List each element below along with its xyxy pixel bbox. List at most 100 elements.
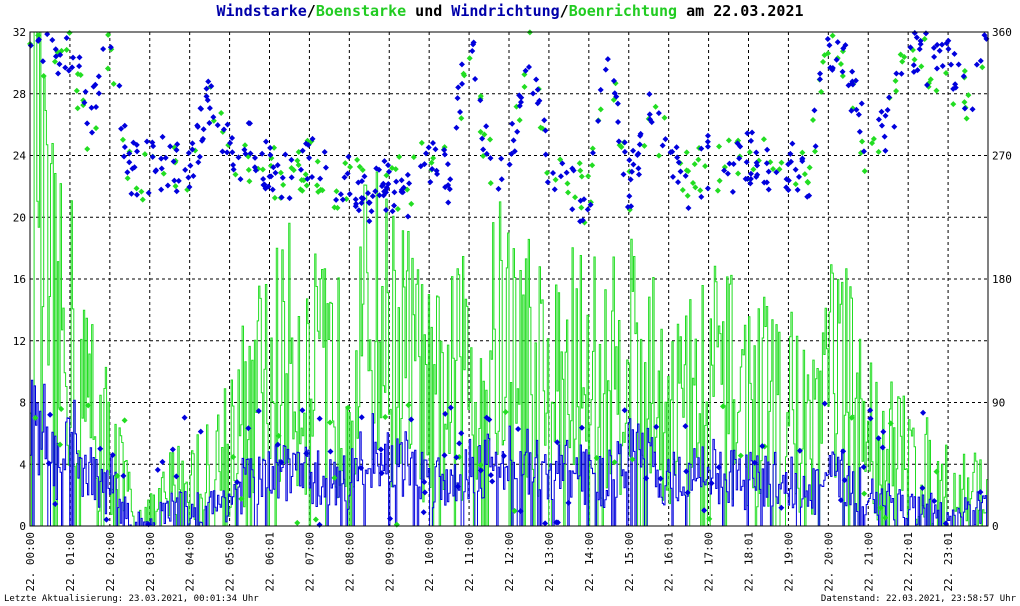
gust-direction-point bbox=[589, 145, 596, 152]
wind-direction-point bbox=[224, 149, 231, 156]
wind-direction-point bbox=[327, 448, 334, 455]
wind-direction-point bbox=[84, 120, 91, 127]
wind-direction-point bbox=[920, 409, 927, 416]
gust-direction-point bbox=[139, 196, 146, 203]
gust-direction-point bbox=[578, 173, 585, 180]
wind-direction-point bbox=[736, 155, 743, 162]
wind-direction-point bbox=[265, 183, 272, 190]
x-tick-label: 22. 13:00 bbox=[543, 532, 556, 592]
wind-direction-point bbox=[459, 80, 466, 87]
gust-direction-point bbox=[716, 177, 723, 184]
wind-direction-point bbox=[569, 206, 576, 213]
wind-direction-point bbox=[170, 158, 177, 165]
wind-line bbox=[30, 379, 988, 527]
wind-direction-point bbox=[509, 120, 516, 127]
gust-direction-point bbox=[487, 180, 494, 187]
gust-direction-point bbox=[430, 155, 437, 162]
wind-direction-point bbox=[628, 168, 635, 175]
gust-direction-point bbox=[882, 514, 889, 521]
wind-direction-point bbox=[483, 414, 490, 421]
y-left-tick-label: 16 bbox=[13, 273, 26, 286]
wind-direction-point bbox=[747, 170, 754, 177]
wind-direction-point bbox=[952, 84, 959, 91]
wind-direction-point bbox=[675, 179, 682, 186]
wind-direction-point bbox=[164, 182, 171, 189]
wind-direction-point bbox=[880, 428, 887, 435]
wind-direction-point bbox=[708, 480, 715, 487]
wind-direction-point bbox=[577, 218, 584, 225]
wind-direction-point bbox=[637, 132, 644, 139]
wind-direction-point bbox=[544, 179, 551, 186]
gust-direction-point bbox=[58, 406, 65, 413]
wind-direction-point bbox=[274, 441, 281, 448]
y-right-tick-label: 90 bbox=[992, 397, 1005, 410]
wind-direction-point bbox=[279, 174, 286, 181]
wind-direction-point bbox=[508, 150, 515, 157]
wind-direction-point bbox=[826, 42, 833, 49]
wind-direction-point bbox=[145, 189, 152, 196]
wind-direction-point bbox=[620, 171, 627, 178]
wind-direction-point bbox=[309, 135, 316, 142]
wind-direction-point bbox=[704, 132, 711, 139]
wind-direction-point bbox=[421, 478, 428, 485]
wind-direction-point bbox=[747, 175, 754, 182]
gust-direction-point bbox=[818, 88, 825, 95]
gust-direction-point bbox=[74, 105, 81, 112]
wind-direction-point bbox=[891, 123, 898, 130]
wind-direction-point bbox=[174, 141, 181, 148]
wind-direction-point bbox=[685, 204, 692, 211]
wind-direction-point bbox=[930, 44, 937, 51]
wind-direction-point bbox=[754, 171, 761, 178]
wind-direction-point bbox=[483, 150, 490, 157]
wind-direction-point bbox=[246, 120, 253, 127]
wind-direction-point bbox=[938, 41, 945, 48]
wind-direction-point bbox=[614, 100, 621, 107]
wind-direction-point bbox=[391, 202, 398, 209]
wind-direction-point bbox=[787, 150, 794, 157]
wind-direction-point bbox=[118, 125, 125, 132]
wind-direction-point bbox=[252, 154, 259, 161]
wind-direction-point bbox=[961, 105, 968, 112]
wind-direction-point bbox=[208, 83, 215, 90]
gust-direction-point bbox=[706, 515, 713, 522]
wind-direction-point bbox=[173, 473, 180, 480]
wind-direction-point bbox=[734, 140, 741, 147]
wind-direction-point bbox=[237, 176, 244, 183]
wind-direction-point bbox=[420, 509, 427, 516]
wind-direction-point bbox=[100, 46, 107, 53]
wind-direction-point bbox=[621, 139, 628, 146]
gust-direction-point bbox=[950, 101, 957, 108]
gust-direction-point bbox=[466, 55, 473, 62]
gust-direction-point bbox=[294, 157, 301, 164]
wind-direction-point bbox=[361, 173, 368, 180]
wind-direction-point bbox=[35, 37, 42, 44]
x-tick-label: 22. 04:00 bbox=[184, 532, 197, 592]
wind-direction-point bbox=[939, 62, 946, 69]
wind-direction-point bbox=[352, 196, 359, 203]
wind-direction-point bbox=[107, 44, 114, 51]
wind-direction-point bbox=[924, 82, 931, 89]
gust-direction-point bbox=[354, 156, 361, 163]
gust-direction-point bbox=[695, 156, 702, 163]
wind-direction-point bbox=[385, 162, 392, 169]
wind-direction-point bbox=[973, 61, 980, 68]
wind-direction-point bbox=[917, 41, 924, 48]
gust-direction-point bbox=[428, 159, 435, 166]
wind-direction-point bbox=[267, 152, 274, 159]
wind-direction-point bbox=[557, 173, 564, 180]
wind-direction-point bbox=[783, 184, 790, 191]
wind-direction-point bbox=[698, 145, 705, 152]
x-tick-label: 22. 23:01 bbox=[942, 532, 955, 592]
gust-direction-point bbox=[750, 166, 757, 173]
wind-direction-point bbox=[286, 195, 293, 202]
wind-direction-point bbox=[173, 147, 180, 154]
wind-direction-point bbox=[358, 194, 365, 201]
gust-direction-point bbox=[57, 441, 64, 448]
gust-direction-point bbox=[487, 136, 494, 143]
wind-direction-point bbox=[210, 114, 217, 121]
y-left-tick-label: 12 bbox=[13, 335, 26, 348]
wind-direction-point bbox=[173, 188, 180, 195]
wind-direction-point bbox=[303, 450, 310, 457]
wind-direction-point bbox=[116, 82, 123, 89]
